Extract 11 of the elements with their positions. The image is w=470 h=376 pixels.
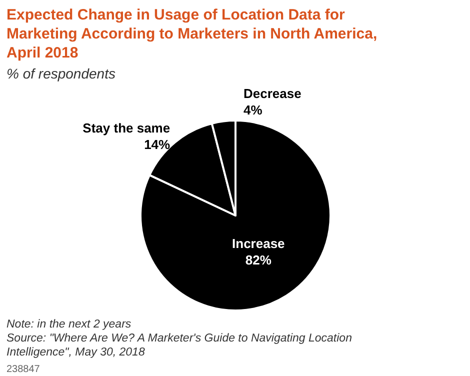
slice-label: Stay the same: [82, 120, 170, 136]
text: Note: in the next 2 years: [6, 318, 132, 330]
data-label: 4%: [244, 102, 263, 118]
slice-label: Increase: [232, 236, 285, 251]
data-label: 14%: [144, 137, 171, 152]
text: 238847: [6, 364, 40, 375]
chart-title: Expected Change in Usage of Location Data for Marketing According to Marketers in North America, April 2018: [6, 6, 378, 62]
data-label: 82%: [245, 252, 272, 268]
chart-subtitle: % of respondents: [6, 66, 116, 82]
slice-label: Decrease: [244, 86, 302, 101]
source-note: Source: "Where Are We? A Marketer's Guide to Navigating Location Intelligence", May 30, 2018: [6, 332, 352, 358]
